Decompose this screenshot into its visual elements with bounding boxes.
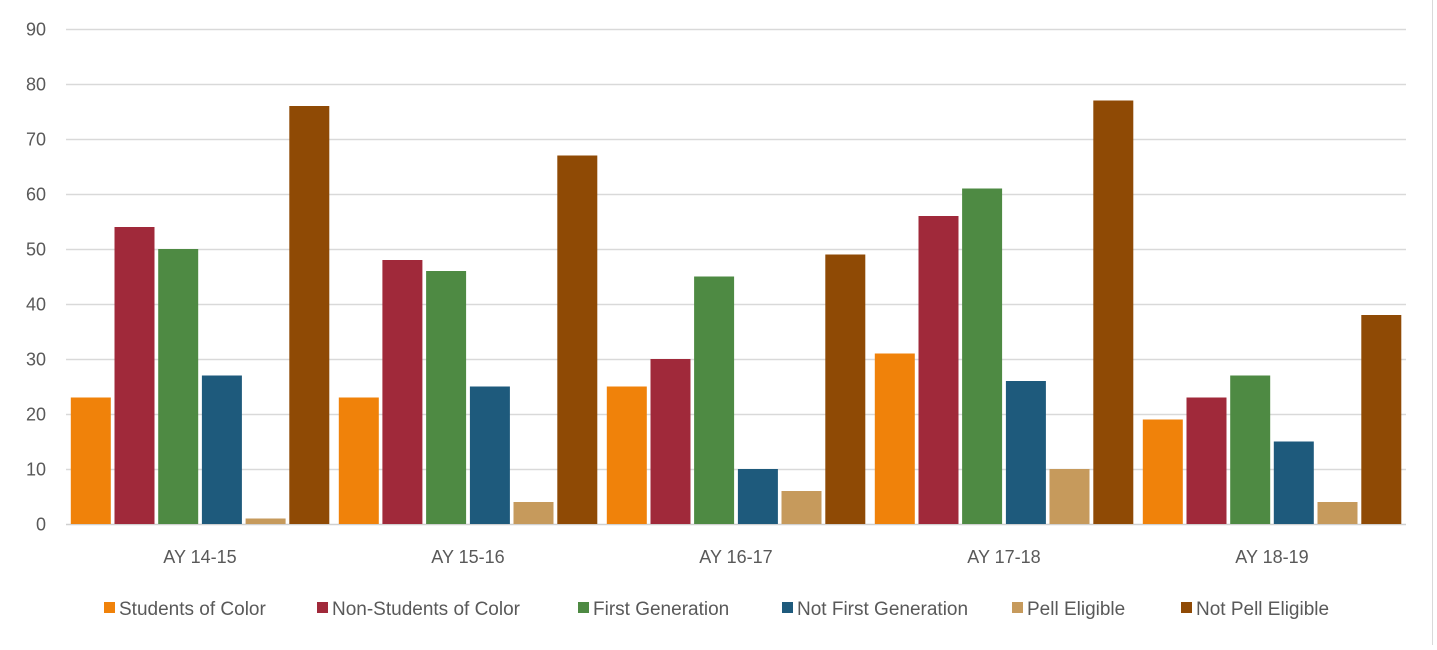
bar bbox=[606, 386, 647, 524]
bar bbox=[70, 397, 111, 524]
x-tick-label: AY 15-16 bbox=[431, 547, 504, 567]
bar bbox=[737, 469, 778, 524]
legend-swatch bbox=[317, 602, 328, 613]
y-tick-label: 40 bbox=[26, 295, 46, 315]
y-axis-ticks: 0 10 20 30 40 50 60 70 80 90 bbox=[26, 20, 46, 535]
legend-label: Not Pell Eligible bbox=[1196, 599, 1329, 620]
x-tick-label: AY 16-17 bbox=[699, 547, 772, 567]
bar bbox=[874, 353, 915, 524]
bar bbox=[1230, 375, 1271, 524]
bar bbox=[1361, 315, 1402, 524]
bar bbox=[245, 518, 286, 524]
legend-label: Not First Generation bbox=[797, 599, 968, 620]
bar bbox=[694, 276, 735, 524]
bar bbox=[1317, 502, 1358, 524]
bar bbox=[289, 106, 330, 524]
bar bbox=[1049, 469, 1090, 524]
legend-label: First Generation bbox=[593, 599, 729, 620]
legend: Students of Color Non-Students of Color Fi… bbox=[104, 599, 1329, 620]
bar bbox=[1093, 100, 1134, 524]
x-tick-label: AY 14-15 bbox=[163, 547, 236, 567]
x-tick-label: AY 17-18 bbox=[967, 547, 1040, 567]
y-tick-label: 10 bbox=[26, 460, 46, 480]
legend-swatch bbox=[1181, 602, 1192, 613]
y-tick-label: 70 bbox=[26, 130, 46, 150]
bar bbox=[158, 249, 199, 524]
y-tick-label: 50 bbox=[26, 240, 46, 260]
legend-label: Pell Eligible bbox=[1027, 599, 1125, 620]
x-tick-label: AY 18-19 bbox=[1235, 547, 1308, 567]
bar bbox=[1005, 381, 1046, 524]
bar bbox=[557, 155, 598, 524]
x-axis-ticks: AY 14-15 AY 15-16 AY 16-17 AY 17-18 AY 18-19 bbox=[163, 547, 1308, 567]
bar bbox=[1186, 397, 1227, 524]
bar bbox=[825, 254, 866, 524]
legend-label: Students of Color bbox=[119, 599, 266, 620]
bars bbox=[70, 100, 1402, 524]
bar bbox=[382, 260, 423, 524]
bar bbox=[469, 386, 510, 524]
y-tick-label: 90 bbox=[26, 20, 46, 40]
y-tick-label: 80 bbox=[26, 75, 46, 95]
legend-swatch bbox=[578, 602, 589, 613]
bar bbox=[426, 271, 467, 524]
bar bbox=[962, 188, 1003, 524]
bar bbox=[114, 227, 155, 524]
y-tick-label: 30 bbox=[26, 350, 46, 370]
y-tick-label: 60 bbox=[26, 185, 46, 205]
y-tick-label: 20 bbox=[26, 405, 46, 425]
legend-swatch bbox=[1012, 602, 1023, 613]
bar bbox=[918, 216, 959, 524]
bar bbox=[338, 397, 379, 524]
bar bbox=[201, 375, 242, 524]
bar bbox=[650, 359, 691, 524]
bar bbox=[781, 491, 822, 524]
bar bbox=[513, 502, 554, 524]
legend-label: Non-Students of Color bbox=[332, 599, 521, 620]
bar bbox=[1142, 419, 1183, 524]
y-tick-label: 0 bbox=[36, 515, 46, 535]
legend-swatch bbox=[782, 602, 793, 613]
bar bbox=[1273, 441, 1314, 524]
legend-swatch bbox=[104, 602, 115, 613]
